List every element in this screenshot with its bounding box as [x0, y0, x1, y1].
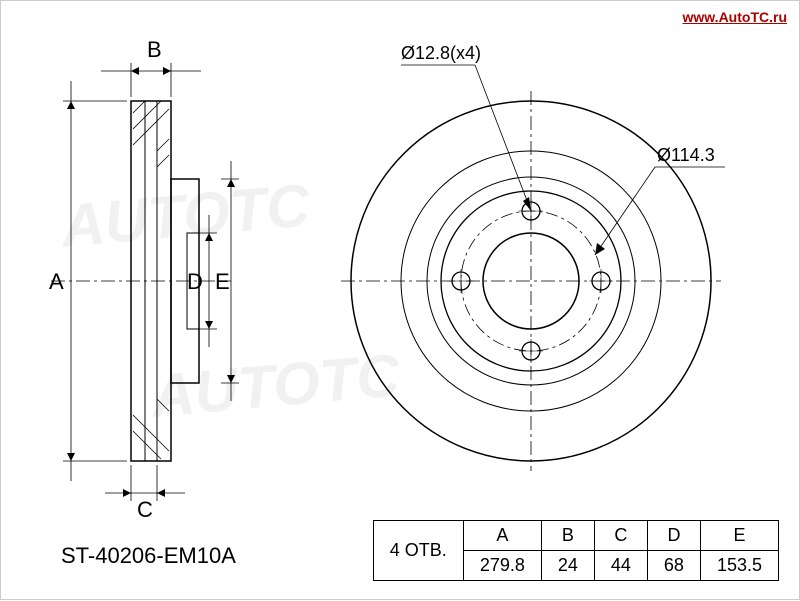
label-B: B — [147, 37, 162, 62]
part-number: ST-40206-EM10A — [61, 543, 236, 569]
callout-pcd: Ø114.3 — [657, 145, 715, 165]
front-view: Ø12.8(x4) Ø114.3 — [341, 43, 725, 471]
label-C: C — [137, 497, 153, 522]
dimension-table: 4 ОТВ. A B C D E 279.8 24 44 68 153.5 — [373, 520, 779, 581]
label-E: E — [215, 269, 230, 294]
th-E: E — [700, 521, 778, 551]
tv-B: 24 — [541, 551, 594, 581]
th-A: A — [463, 521, 541, 551]
tv-D: 68 — [647, 551, 700, 581]
tv-A: 279.8 — [463, 551, 541, 581]
th-D: D — [647, 521, 700, 551]
th-B: B — [541, 521, 594, 551]
otv-cell: 4 ОТВ. — [373, 521, 463, 581]
tv-C: 44 — [594, 551, 647, 581]
tv-E: 153.5 — [700, 551, 778, 581]
drawing-svg: B A C D — [1, 1, 800, 601]
diagram-container: AUTOTC AUTOTC www.AutoTC.ru — [0, 0, 800, 600]
callout-bolt: Ø12.8(x4) — [401, 43, 481, 63]
th-C: C — [594, 521, 647, 551]
side-view: B A C D — [49, 37, 239, 522]
label-D: D — [187, 269, 203, 294]
label-A: A — [49, 269, 64, 294]
